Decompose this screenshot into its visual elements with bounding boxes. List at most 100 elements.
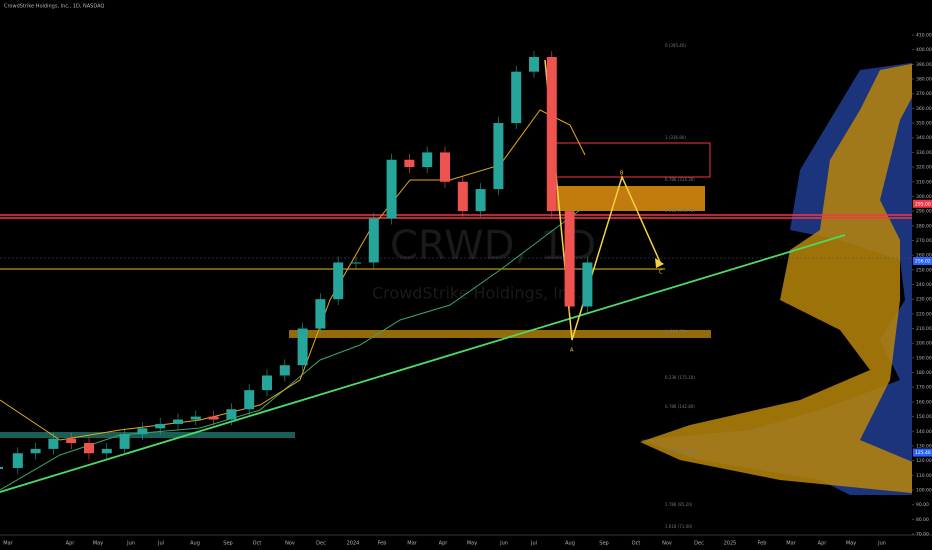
time-label: Dec <box>694 541 704 547</box>
time-label: Feb <box>378 541 387 547</box>
price-tick-label: 350.00 <box>916 121 932 127</box>
fib-label: 0 (201.03) <box>665 329 686 334</box>
price-tag-label: 125.46 <box>915 450 931 456</box>
price-axis <box>912 0 932 550</box>
price-tag-label: 256.02 <box>915 258 931 264</box>
candle <box>422 152 433 168</box>
candle <box>173 419 183 424</box>
candle <box>315 299 326 329</box>
watermark-name: CrowdStrike Holdings, Inc. <box>372 284 582 303</box>
time-label: Mar <box>407 541 417 547</box>
price-tick-label: 200.00 <box>916 341 932 347</box>
fib-label: 0.786 (314.30) <box>665 177 695 182</box>
time-label: Apr <box>66 541 76 547</box>
volume-profile-up <box>640 60 932 495</box>
time-label: Jun <box>877 541 886 547</box>
time-label: Jul <box>530 541 537 547</box>
price-tick-label: 280.00 <box>916 223 932 229</box>
candle <box>351 262 361 264</box>
fib-label: 0.618 (296.78) <box>665 208 695 213</box>
fib-label: 1.618 (71.00) <box>665 524 693 529</box>
price-tick-label: 390.00 <box>916 62 932 68</box>
price-tick-label: 120.00 <box>916 458 932 464</box>
time-label: May <box>467 541 477 547</box>
price-tick-label: 370.00 <box>916 91 932 97</box>
price-tick-label: 410.00 <box>916 33 932 39</box>
price-tick-label: 400.00 <box>916 47 932 53</box>
candle <box>137 428 148 435</box>
candle <box>386 159 397 219</box>
wave-projection <box>544 59 661 341</box>
price-tick-label: 100.00 <box>916 487 932 493</box>
price-tick-label: 380.00 <box>916 77 932 83</box>
time-label: Aug <box>190 541 200 547</box>
price-tick-label: 270.00 <box>916 238 932 244</box>
time-label: Jun <box>499 541 508 547</box>
time-label: Feb <box>758 541 767 547</box>
price-tick-label: 310.00 <box>916 179 932 185</box>
candle <box>66 438 77 444</box>
price-tick-label: 160.00 <box>916 399 932 405</box>
price-tick-label: 240.00 <box>916 282 932 288</box>
candle <box>333 262 344 300</box>
candle <box>564 211 575 307</box>
candle <box>368 218 379 263</box>
price-tick-label: 320.00 <box>916 165 932 171</box>
time-label: Nov <box>285 541 295 547</box>
time-label: Nov <box>662 541 672 547</box>
candle <box>226 409 237 420</box>
price-tag <box>913 256 932 265</box>
time-label: Apr <box>818 541 828 547</box>
price-tick-label: 210.00 <box>916 326 932 332</box>
time-label: Sep <box>599 541 608 547</box>
candle <box>244 390 255 410</box>
price-tick-label: 110.00 <box>916 473 932 479</box>
price-tick-label: 80.00 <box>916 517 929 523</box>
price-tick-label: 250.00 <box>916 267 932 273</box>
candle <box>546 57 557 212</box>
price-tick-label: 360.00 <box>916 106 932 112</box>
time-label: Aug <box>565 541 575 547</box>
candle <box>582 262 593 307</box>
price-tag <box>913 199 932 208</box>
candle <box>511 71 522 124</box>
candle <box>0 466 3 469</box>
candle <box>190 416 201 420</box>
price-tick-label: 150.00 <box>916 414 932 420</box>
base-zone <box>0 432 295 438</box>
candle <box>404 159 415 168</box>
price-tick-label: 260.00 <box>916 253 932 259</box>
candle <box>440 152 450 182</box>
fib-label: 1 (336.80) <box>665 135 686 140</box>
time-label: Jul <box>157 541 164 547</box>
candle <box>84 443 94 454</box>
price-tick-label: 220.00 <box>916 311 932 317</box>
time-label: Jun <box>126 541 135 547</box>
candle <box>48 438 59 449</box>
candle <box>101 448 112 454</box>
candle <box>12 453 23 468</box>
price-tag-label: 295.00 <box>915 201 931 207</box>
candle <box>457 181 468 212</box>
fib-label: 1.786 (85.20) <box>665 502 693 507</box>
time-label: Oct <box>253 541 262 547</box>
time-label: Sep <box>223 541 232 547</box>
candle <box>30 448 41 454</box>
wave-label: C <box>659 270 663 276</box>
price-tick-label: 300.00 <box>916 194 932 200</box>
time-label: 2025 <box>724 541 737 547</box>
price-tick-label: 90.00 <box>916 502 929 508</box>
fib-label: 0 (395.40) <box>665 43 686 48</box>
fib-label: 0.236 (175.10) <box>665 375 695 380</box>
wave-label: A <box>570 348 574 354</box>
candle <box>475 189 486 212</box>
price-tick-label: 230.00 <box>916 297 932 303</box>
time-label: Mar <box>3 541 13 547</box>
price-tick-label: 330.00 <box>916 150 932 156</box>
time-label: Oct <box>632 541 641 547</box>
candle <box>119 434 130 449</box>
time-label: Dec <box>316 541 326 547</box>
time-label: May <box>846 541 856 547</box>
candle <box>262 375 272 391</box>
